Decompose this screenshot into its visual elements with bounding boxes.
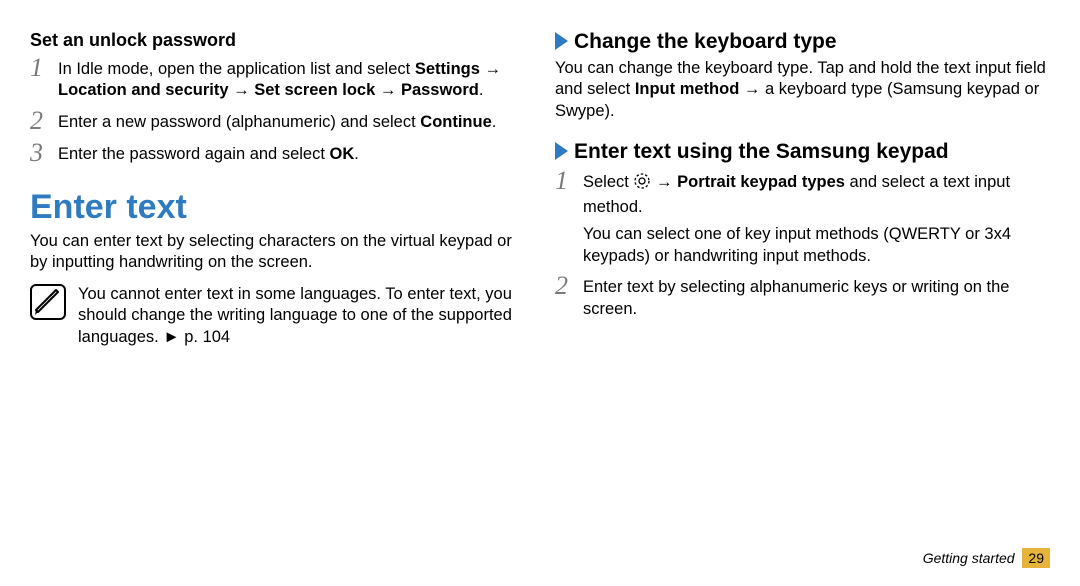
note-icon	[30, 284, 66, 320]
heading-samsung-keypad: Enter text using the Samsung keypad	[555, 140, 1050, 164]
step-body: In Idle mode, open the application list …	[58, 55, 525, 102]
note-block: You cannot enter text in some languages.…	[30, 284, 525, 348]
footer-page-number: 29	[1022, 548, 1050, 568]
step-body: Enter a new password (alphanumeric) and …	[58, 108, 496, 133]
change-keyboard-paragraph: You can change the keyboard type. Tap an…	[555, 58, 1050, 122]
left-column: Set an unlock password 1 In Idle mode, o…	[30, 30, 525, 586]
step-body: Enter the password again and select OK.	[58, 140, 359, 165]
heading-set-unlock-password: Set an unlock password	[30, 30, 525, 51]
list-item: 3 Enter the password again and select OK…	[30, 140, 525, 166]
right-column: Change the keyboard type You can change …	[555, 30, 1050, 586]
list-item: 1 In Idle mode, open the application lis…	[30, 55, 525, 102]
step-body: Select → Portrait keypad types and selec…	[583, 168, 1050, 218]
enter-text-intro: You can enter text by selecting characte…	[30, 231, 525, 274]
step-number: 2	[30, 108, 58, 134]
footer-section: Getting started	[923, 550, 1015, 566]
step-number: 1	[555, 168, 583, 194]
samsung-keypad-steps-2: 2 Enter text by selecting alphanumeric k…	[555, 273, 1050, 320]
step-number: 2	[555, 273, 583, 299]
chevron-icon	[555, 32, 568, 50]
step-number: 1	[30, 55, 58, 81]
step1-sub-note: You can select one of key input methods …	[583, 224, 1050, 267]
list-item: 2 Enter a new password (alphanumeric) an…	[30, 108, 525, 134]
step-number: 3	[30, 140, 58, 166]
heading-change-keyboard: Change the keyboard type	[555, 30, 1050, 54]
list-item: 1 Select → Portrait keypad types and sel…	[555, 168, 1050, 218]
list-item: 2 Enter text by selecting alphanumeric k…	[555, 273, 1050, 320]
step-body: Enter text by selecting alphanumeric key…	[583, 273, 1050, 320]
gear-icon	[633, 172, 651, 196]
chevron-icon	[555, 142, 568, 160]
page-footer: Getting started 29	[923, 548, 1050, 568]
set-password-steps: 1 In Idle mode, open the application lis…	[30, 55, 525, 166]
page: Set an unlock password 1 In Idle mode, o…	[0, 0, 1080, 586]
note-text: You cannot enter text in some languages.…	[78, 284, 525, 348]
samsung-keypad-steps: 1 Select → Portrait keypad types and sel…	[555, 168, 1050, 218]
heading-enter-text: Enter text	[30, 188, 525, 227]
